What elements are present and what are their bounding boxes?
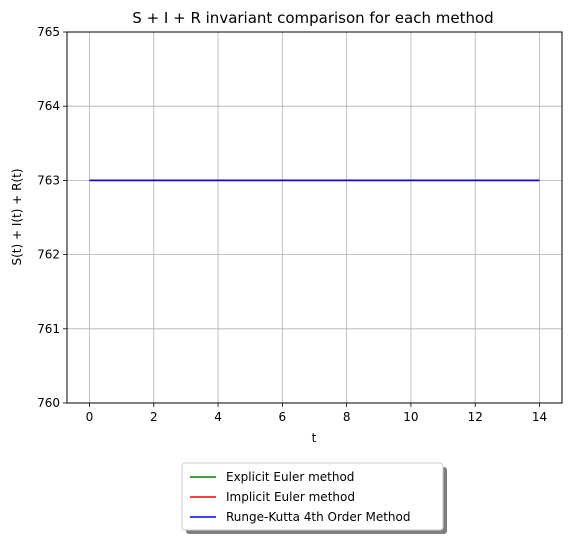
y-tick-label: 765 [37,25,60,39]
legend-label: Explicit Euler method [226,470,354,484]
grid [67,31,562,404]
y-tick-label: 762 [37,248,60,262]
x-tick-label: 6 [279,410,287,424]
x-tick-label: 10 [403,410,418,424]
y-tick-label: 763 [37,173,60,187]
y-tick-label: 764 [37,99,60,113]
x-tick-label: 12 [468,410,483,424]
y-ticks: 760 761 762 763 764 765 [37,25,67,410]
x-ticks: 0 2 4 6 8 10 12 14 [86,403,547,424]
legend-box [181,462,444,531]
legend: Explicit Euler method Implicit Euler meth… [181,462,447,534]
x-tick-label: 0 [86,410,94,424]
plot-frame [66,31,563,404]
x-tick-label: 8 [343,410,351,424]
legend-label: Implicit Euler method [226,490,355,504]
legend-label: Runge-Kutta 4th Order Method [226,510,410,524]
x-axis-label: t [312,431,317,445]
chart-title: S + I + R invariant comparison for each … [132,9,493,27]
y-tick-label: 761 [37,322,60,336]
x-tick-label: 14 [532,410,547,424]
y-tick-label: 760 [37,396,60,410]
x-tick-label: 4 [214,410,222,424]
x-tick-label: 2 [150,410,158,424]
y-axis-label: S(t) + I(t) + R(t) [10,168,24,265]
